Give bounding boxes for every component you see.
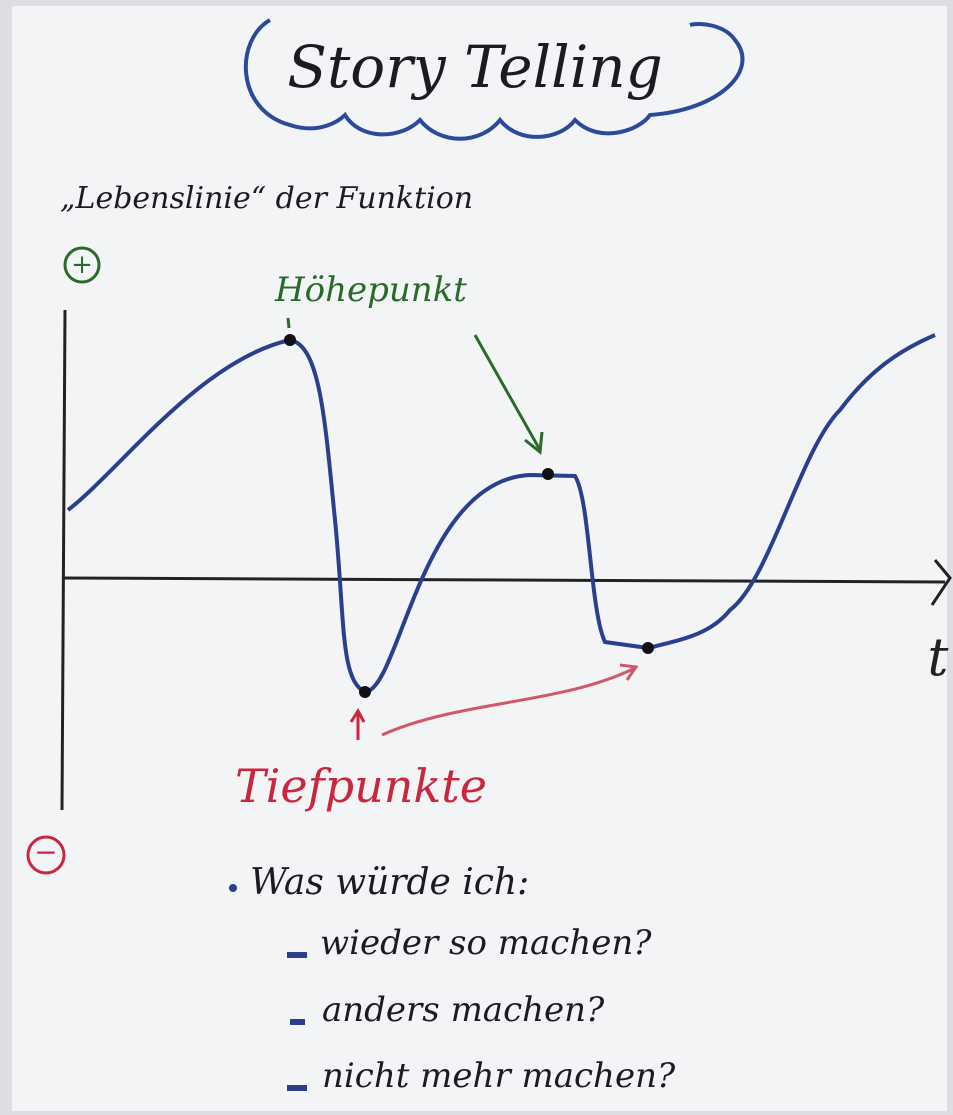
question-item: anders machen? — [322, 990, 605, 1030]
x-axis-arrow — [930, 559, 952, 606]
low-label: Tiefpunkte — [235, 759, 487, 813]
plus-label: + — [71, 250, 93, 280]
peak-dot — [284, 334, 296, 346]
question-item: wieder so machen? — [320, 923, 652, 963]
bullet — [229, 884, 237, 892]
peak-dot — [542, 468, 554, 480]
x-axis — [61, 576, 946, 584]
y-axis — [60, 309, 67, 811]
high-arrow — [473, 334, 544, 455]
high-tick — [286, 317, 291, 329]
life-curve — [66, 333, 936, 695]
minus-label: − — [34, 836, 57, 869]
plus-circle — [63, 246, 101, 284]
subtitle: „Lebenslinie“ der Funktion — [60, 181, 473, 216]
question-item: nicht mehr machen? — [322, 1056, 676, 1096]
title-cloud — [243, 18, 745, 141]
low-arrow-curve — [381, 663, 639, 737]
question-intro: Was würde ich: — [250, 862, 529, 903]
paper — [12, 6, 947, 1111]
title: Story Telling — [287, 33, 663, 101]
high-label: Höhepunkt — [274, 270, 467, 310]
low-dot — [642, 642, 654, 654]
x-axis-label: t — [928, 629, 949, 689]
low-dot — [359, 686, 371, 698]
low-arrow — [349, 708, 366, 740]
minus-circle — [26, 835, 66, 875]
